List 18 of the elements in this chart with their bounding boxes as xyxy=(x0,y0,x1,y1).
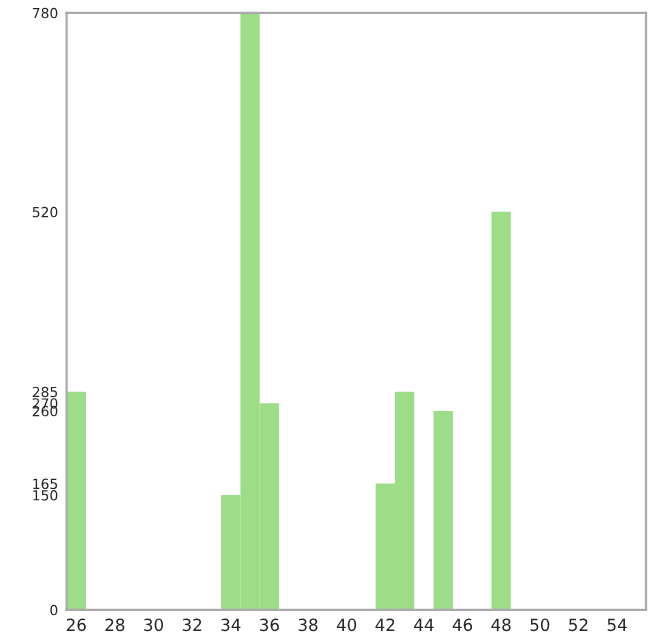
x-tick-label: 32 xyxy=(182,618,202,632)
x-tick-label: 28 xyxy=(105,618,125,632)
x-tick-label: 42 xyxy=(375,618,395,631)
x-tick-label: 30 xyxy=(144,618,164,632)
x-tick-label: 50 xyxy=(530,618,550,632)
x-tick-label: 52 xyxy=(569,618,588,632)
x-tick-label: 38 xyxy=(298,618,318,632)
bar xyxy=(66,391,86,610)
x-tick-label: 54 xyxy=(607,618,627,632)
bar xyxy=(491,211,511,610)
x-tick-label: 46 xyxy=(452,618,473,632)
x-tick-label: 40 xyxy=(336,618,357,632)
x-tick-label: 34 xyxy=(221,618,241,632)
x-tick-label: 44 xyxy=(414,618,434,631)
x-tick-label: 26 xyxy=(66,618,86,632)
bar xyxy=(433,410,453,610)
x-tick-label: 36 xyxy=(260,618,279,632)
x-tick-label: 48 xyxy=(491,618,511,632)
